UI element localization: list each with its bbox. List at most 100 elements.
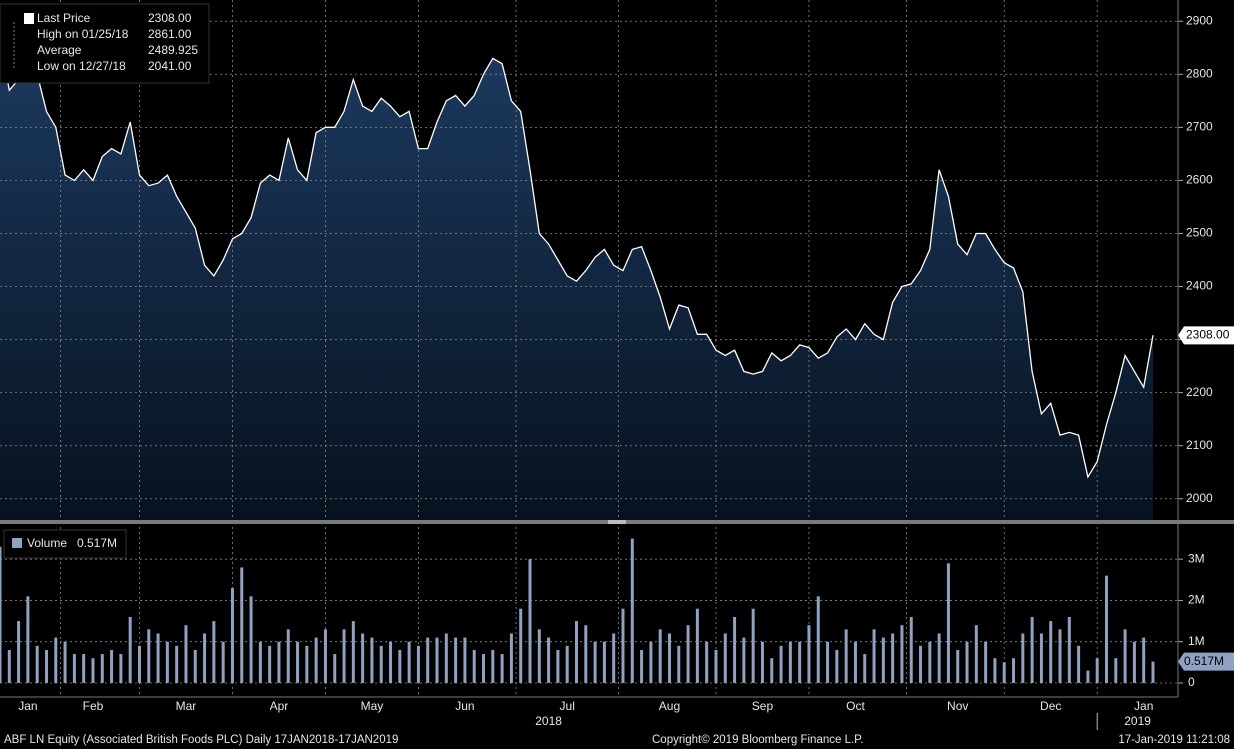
volume-bar bbox=[407, 641, 411, 683]
volume-bar bbox=[723, 633, 727, 683]
legend-label: Last Price bbox=[37, 11, 91, 25]
legend-label: Average bbox=[37, 43, 82, 57]
volume-bar bbox=[863, 654, 867, 683]
footer-left: ABF LN Equity (Associated British Foods … bbox=[4, 734, 398, 746]
volume-bar bbox=[323, 629, 327, 683]
volume-bar bbox=[0, 546, 2, 683]
volume-bar bbox=[1095, 658, 1099, 683]
volume-bar bbox=[881, 637, 885, 683]
volume-bar bbox=[547, 637, 551, 683]
y-tick-label: 2700 bbox=[1186, 120, 1213, 134]
volume-bar bbox=[919, 645, 923, 683]
volume-bar bbox=[1142, 637, 1146, 683]
volume-bar bbox=[686, 625, 690, 683]
volume-bar bbox=[110, 649, 114, 683]
volume-bar bbox=[835, 649, 839, 683]
volume-bar bbox=[240, 567, 244, 683]
volume-bar bbox=[426, 637, 430, 683]
x-tick-label: Jan bbox=[1134, 699, 1153, 713]
volume-bar bbox=[788, 641, 792, 683]
overlay: Volume 0.517M Last Price 2308.00 High on 01/… bbox=[0, 3, 210, 559]
volume-bar bbox=[482, 654, 486, 683]
legend-swatch bbox=[24, 13, 34, 24]
volume-bar bbox=[965, 641, 969, 683]
volume-bar bbox=[35, 645, 39, 683]
volume-legend-value: 0.517M bbox=[77, 536, 117, 550]
volume-bar bbox=[175, 645, 179, 683]
volume-bar bbox=[909, 616, 913, 683]
x-tick-label: Oct bbox=[846, 699, 865, 713]
volume-bar bbox=[416, 645, 420, 683]
y-tick-label: 2600 bbox=[1186, 173, 1213, 187]
volume-bar bbox=[1086, 670, 1090, 683]
volume-bar bbox=[575, 621, 578, 683]
legend-box bbox=[0, 3, 210, 84]
volume-bar bbox=[500, 654, 504, 683]
volume-bar bbox=[1151, 661, 1155, 683]
legend-value: 2041.00 bbox=[148, 59, 192, 73]
volume-bar bbox=[770, 658, 774, 683]
volume-bar bbox=[695, 608, 699, 683]
volume-bar bbox=[44, 649, 48, 683]
volume-bar bbox=[389, 641, 393, 683]
volume-bar bbox=[1114, 658, 1118, 683]
volume-bar bbox=[537, 629, 541, 683]
volume-bar bbox=[1012, 658, 1016, 683]
last-price-label: 2308.00 bbox=[1186, 328, 1230, 342]
area-fill bbox=[0, 40, 1153, 521]
y-tick-label: 0 bbox=[1188, 675, 1195, 689]
volume-bar bbox=[556, 649, 560, 683]
volume-bar bbox=[314, 637, 318, 683]
volume-bar bbox=[82, 654, 86, 683]
volume-bar bbox=[937, 633, 941, 683]
volume-bar bbox=[519, 608, 523, 683]
x-tick-label: Feb bbox=[83, 699, 104, 713]
y-tick-label: 2M bbox=[1188, 593, 1205, 607]
x-tick-label: Apr bbox=[270, 699, 289, 713]
volume-bar bbox=[956, 649, 960, 683]
y-tick-label: 2100 bbox=[1186, 438, 1213, 452]
legend-value: 2861.00 bbox=[148, 27, 192, 41]
volume-bar bbox=[258, 641, 262, 683]
x-tick-label: May bbox=[361, 699, 384, 713]
volume-bar bbox=[1049, 621, 1053, 683]
volume-bar bbox=[212, 621, 216, 683]
volume-bar bbox=[1002, 662, 1006, 683]
y-tick-label: 2900 bbox=[1186, 13, 1213, 27]
volume-bar bbox=[491, 649, 495, 683]
volume-bar bbox=[993, 658, 997, 683]
volume-bar bbox=[454, 637, 458, 683]
volume-bar bbox=[128, 616, 132, 683]
volume-legend-swatch bbox=[12, 538, 22, 548]
volume-bar bbox=[844, 629, 848, 683]
volume-bar bbox=[184, 625, 188, 683]
volume-bar bbox=[807, 625, 811, 683]
volume-bar bbox=[630, 538, 634, 683]
volume-bar bbox=[621, 608, 625, 683]
volume-bar bbox=[705, 641, 709, 683]
volume-bar bbox=[444, 633, 448, 683]
y-tick-label: 1M bbox=[1188, 634, 1205, 648]
volume-bar bbox=[974, 625, 978, 683]
volume-bar bbox=[593, 641, 597, 683]
volume-bar bbox=[379, 645, 383, 683]
last-price-tag bbox=[1178, 326, 1234, 345]
volume-bar bbox=[1021, 633, 1025, 683]
volume-bar bbox=[733, 616, 737, 683]
volume-bar bbox=[1132, 641, 1136, 683]
volume-bar bbox=[17, 621, 21, 683]
volume-bar bbox=[1039, 633, 1043, 683]
x-tick-label: Mar bbox=[176, 699, 197, 713]
volume-bar bbox=[137, 645, 141, 683]
x-tick-label: Nov bbox=[947, 699, 968, 713]
volume-bar bbox=[203, 633, 207, 683]
volume-bar bbox=[1067, 616, 1071, 683]
y-tick-label: 2800 bbox=[1186, 66, 1213, 80]
legend-value: 2308.00 bbox=[148, 11, 192, 25]
volume-bar bbox=[286, 629, 290, 683]
y-tick-label: 2200 bbox=[1186, 385, 1213, 399]
volume-bar bbox=[193, 649, 197, 683]
volume-bar bbox=[528, 559, 532, 683]
volume-bar bbox=[342, 629, 346, 683]
